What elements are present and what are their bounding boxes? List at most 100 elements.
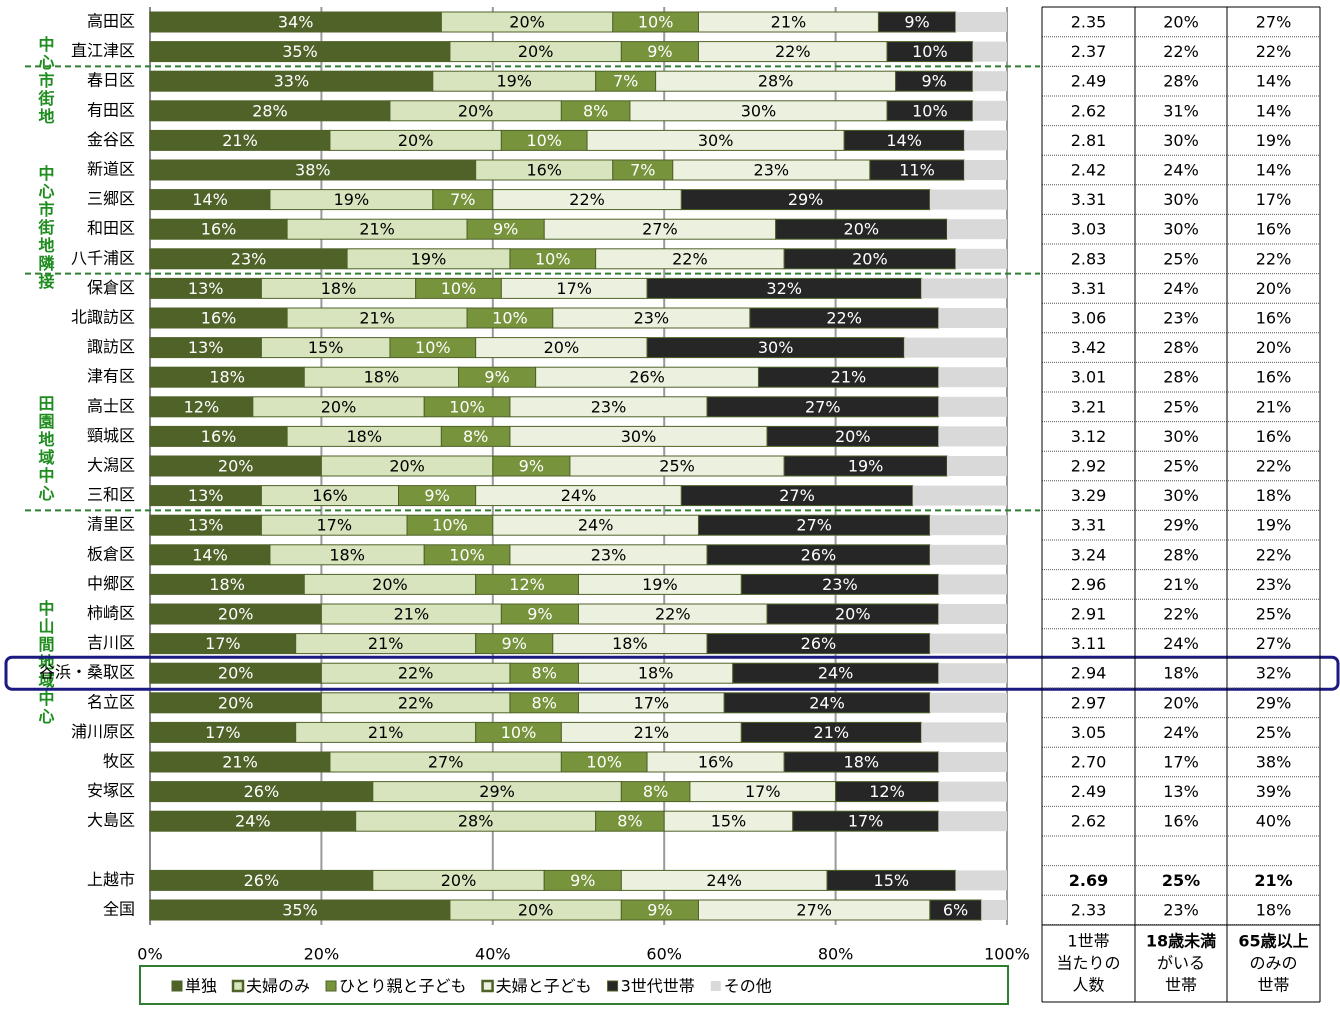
table-cell: 2.96 bbox=[1071, 575, 1107, 594]
value-label: 22% bbox=[398, 693, 434, 712]
value-label: 20% bbox=[835, 605, 871, 624]
value-label: 26% bbox=[629, 368, 665, 387]
value-label: 7% bbox=[630, 161, 655, 180]
value-label: 17% bbox=[634, 693, 670, 712]
value-label: 9% bbox=[921, 72, 946, 91]
value-label: 20% bbox=[218, 664, 254, 683]
table-cell: 17% bbox=[1163, 753, 1199, 772]
table-cell: 27% bbox=[1256, 13, 1292, 32]
table-cell: 22% bbox=[1256, 42, 1292, 61]
value-label: 27% bbox=[642, 220, 678, 239]
value-label: 21% bbox=[634, 723, 670, 742]
value-label: 20% bbox=[389, 457, 425, 476]
value-label: 9% bbox=[570, 871, 595, 890]
table-cell: 29% bbox=[1256, 693, 1292, 712]
table-cell: 2.69 bbox=[1069, 871, 1108, 890]
value-label: 20% bbox=[544, 338, 580, 357]
category-label: 有田区 bbox=[87, 100, 135, 119]
table-cell: 16% bbox=[1256, 309, 1292, 328]
table-cell: 30% bbox=[1163, 427, 1199, 446]
value-label: 27% bbox=[428, 753, 464, 772]
value-label: 10% bbox=[912, 101, 948, 120]
bar-segment bbox=[938, 367, 1007, 388]
value-label: 17% bbox=[745, 782, 781, 801]
bar-segment bbox=[929, 633, 1007, 654]
value-label: 33% bbox=[274, 72, 310, 91]
category-label: 八千浦区 bbox=[71, 248, 135, 267]
value-label: 21% bbox=[814, 723, 850, 742]
table-cell: 16% bbox=[1163, 812, 1199, 831]
x-tick-label: 100% bbox=[984, 945, 1030, 964]
category-label: 名立区 bbox=[87, 692, 135, 711]
value-label: 23% bbox=[822, 575, 858, 594]
value-label: 10% bbox=[638, 13, 674, 32]
value-label: 17% bbox=[205, 723, 241, 742]
value-label: 9% bbox=[647, 901, 672, 920]
value-label: 6% bbox=[943, 901, 968, 920]
category-label: 三郷区 bbox=[87, 189, 135, 208]
legend-label: 単独 bbox=[185, 977, 217, 996]
table-cell: 3.05 bbox=[1071, 723, 1107, 742]
value-label: 20% bbox=[218, 457, 254, 476]
value-label: 16% bbox=[698, 753, 734, 772]
category-label: 新道区 bbox=[87, 160, 135, 179]
value-label: 21% bbox=[368, 634, 404, 653]
value-label: 18% bbox=[209, 368, 245, 387]
value-label: 21% bbox=[222, 753, 258, 772]
category-label: 三和区 bbox=[87, 485, 135, 504]
bar-segment bbox=[938, 811, 1007, 832]
table-cell: 28% bbox=[1163, 368, 1199, 387]
table-cell: 2.42 bbox=[1071, 161, 1107, 180]
category-label: 板倉区 bbox=[87, 544, 135, 563]
value-label: 7% bbox=[613, 72, 638, 91]
value-label: 20% bbox=[518, 42, 554, 61]
value-label: 22% bbox=[826, 309, 862, 328]
value-label: 24% bbox=[561, 486, 597, 505]
value-label: 23% bbox=[754, 161, 790, 180]
category-label: 諏訪区 bbox=[87, 337, 135, 356]
value-label: 23% bbox=[231, 249, 267, 268]
value-label: 10% bbox=[432, 516, 468, 535]
value-label: 26% bbox=[244, 871, 280, 890]
table-cell: 2.83 bbox=[1071, 249, 1107, 268]
bar-segment bbox=[929, 515, 1007, 536]
bar-segment bbox=[757, 366, 939, 388]
category-label: 安塚区 bbox=[87, 781, 135, 800]
bar-segment bbox=[783, 248, 957, 270]
value-label: 21% bbox=[359, 220, 395, 239]
table-cell: 25% bbox=[1163, 397, 1199, 416]
value-label: 27% bbox=[779, 486, 815, 505]
category-label: 和田区 bbox=[87, 219, 135, 238]
bar-segment bbox=[912, 485, 1007, 506]
table-header: 世帯 bbox=[1257, 976, 1289, 995]
legend-swatch bbox=[231, 979, 245, 993]
x-tick-label: 40% bbox=[475, 945, 511, 964]
value-label: 13% bbox=[188, 338, 224, 357]
bar-segment bbox=[938, 781, 1007, 802]
category-label: 清里区 bbox=[87, 515, 135, 534]
table-cell: 18% bbox=[1163, 664, 1199, 683]
table-cell: 23% bbox=[1256, 575, 1292, 594]
value-label: 24% bbox=[235, 812, 271, 831]
table-header: 18歳未満 bbox=[1146, 932, 1216, 951]
value-label: 20% bbox=[518, 901, 554, 920]
value-label: 20% bbox=[458, 101, 494, 120]
table-cell: 30% bbox=[1163, 190, 1199, 209]
table-cell: 22% bbox=[1163, 605, 1199, 624]
table-cell: 22% bbox=[1163, 42, 1199, 61]
value-label: 10% bbox=[501, 723, 537, 742]
table-cell: 25% bbox=[1163, 249, 1199, 268]
table-cell: 2.62 bbox=[1071, 101, 1107, 120]
bar-segment bbox=[843, 129, 965, 151]
category-label: 吉川区 bbox=[87, 633, 135, 652]
value-label: 10% bbox=[449, 545, 485, 564]
table-cell: 2.37 bbox=[1071, 42, 1107, 61]
legend-label: 夫婦のみ bbox=[246, 977, 310, 996]
category-label: 直江津区 bbox=[71, 41, 135, 60]
table-cell: 2.91 bbox=[1071, 605, 1107, 624]
value-label: 26% bbox=[244, 782, 280, 801]
value-label: 8% bbox=[463, 427, 488, 446]
category-label: 保倉区 bbox=[87, 278, 135, 297]
value-label: 26% bbox=[801, 545, 837, 564]
